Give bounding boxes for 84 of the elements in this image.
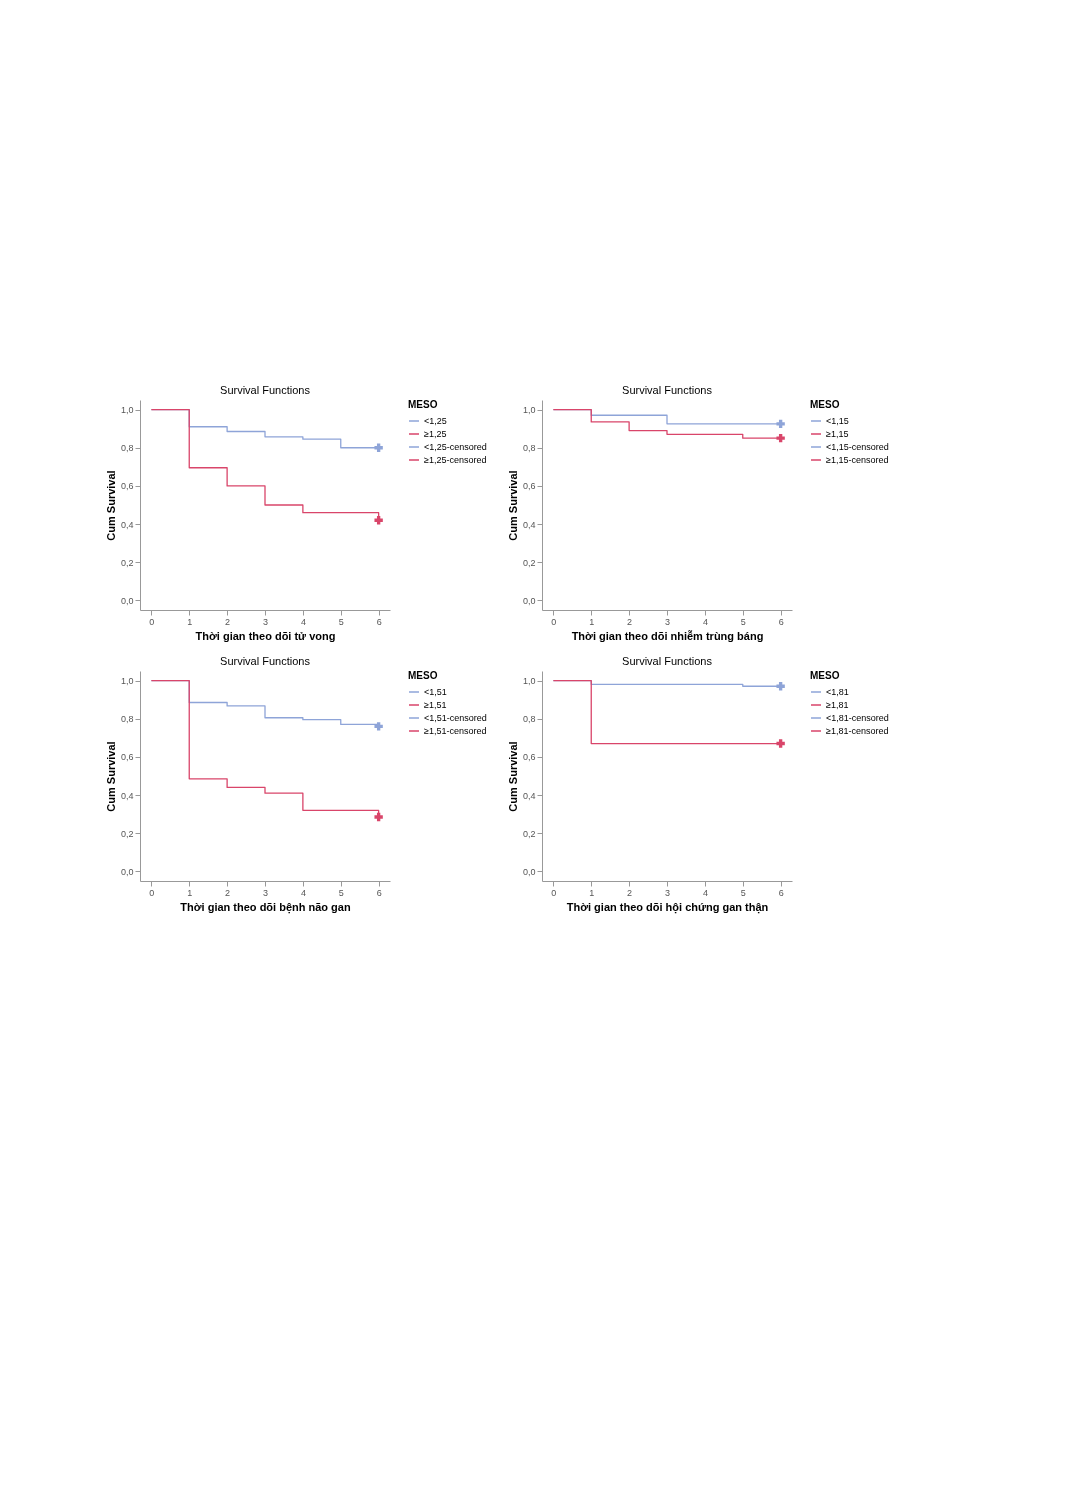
legend-label: <1,25-censored	[424, 442, 487, 452]
x-axis-title: Thời gian theo dõi tử vong	[195, 629, 336, 642]
x-tick-label: 4	[300, 887, 306, 898]
y-tick-label: 0,0	[522, 866, 536, 877]
legend-label: <1,81	[826, 687, 849, 697]
y-tick-label: 0,2	[522, 557, 536, 568]
y-tick-label: 0,8	[120, 714, 134, 725]
x-tick-label: 3	[262, 887, 269, 898]
y-tick-label: 0,8	[120, 443, 134, 454]
x-tick-label: 1	[589, 887, 595, 898]
legend-label: ≥1,25	[424, 429, 447, 439]
x-tick-label: 1	[187, 616, 193, 627]
legend-title: MESO	[810, 399, 840, 410]
x-tick-label: 0	[149, 616, 155, 627]
x-axis-title: Thời gian theo dõi bệnh não gan	[180, 900, 351, 914]
x-tick-label: 1	[589, 616, 595, 627]
legend-label: ≥1,15	[826, 429, 849, 439]
y-tick-label: 0,6	[120, 752, 134, 763]
x-tick-label: 6	[778, 616, 784, 627]
legend-label: <1,51	[424, 687, 447, 697]
y-tick-label: 0,8	[522, 443, 536, 454]
legend-label: <1,15	[826, 416, 849, 426]
legend-title: MESO	[810, 670, 840, 681]
x-tick-label: 4	[702, 616, 708, 627]
chart-title: Survival Functions	[622, 384, 713, 396]
y-tick-label: 0,0	[120, 866, 134, 877]
chart-title: Survival Functions	[622, 655, 713, 667]
x-tick-label: 4	[300, 616, 306, 627]
y-axis-title: Cum Survival	[506, 741, 519, 812]
legend-label: ≥1,15-censored	[826, 455, 889, 465]
y-tick-label: 1,0	[120, 405, 134, 416]
x-tick-label: 0	[551, 887, 557, 898]
legend-label: <1,25	[424, 416, 447, 426]
legend-label: <1,81-censored	[826, 713, 889, 723]
legend-label: ≥1,81-censored	[826, 726, 889, 736]
y-tick-label: 0,4	[522, 790, 536, 801]
y-tick-label: 0,4	[522, 519, 536, 530]
y-tick-label: 0,4	[120, 790, 134, 801]
y-tick-label: 0,4	[120, 519, 134, 530]
y-tick-label: 1,0	[522, 405, 536, 416]
x-tick-label: 2	[225, 887, 231, 898]
chart-title: Survival Functions	[220, 384, 311, 396]
y-axis-title: Cum Survival	[104, 741, 117, 812]
y-axis-title: Cum Survival	[104, 470, 117, 541]
legend-label: <1,15-censored	[826, 442, 889, 452]
x-tick-label: 1	[187, 887, 193, 898]
y-tick-label: 0,6	[522, 752, 536, 763]
y-tick-label: 0,2	[120, 828, 134, 839]
x-tick-label: 4	[702, 887, 708, 898]
legend-label: ≥1,51	[424, 700, 447, 710]
legend-label: ≥1,81	[826, 700, 849, 710]
y-tick-label: 0,0	[522, 595, 536, 606]
x-tick-label: 5	[338, 887, 344, 898]
x-tick-label: 6	[376, 887, 382, 898]
y-tick-label: 0,2	[120, 557, 134, 568]
legend-title: MESO	[408, 670, 438, 681]
y-tick-label: 0,6	[522, 481, 536, 492]
legend-title: MESO	[408, 399, 438, 410]
y-axis-title: Cum Survival	[506, 470, 519, 541]
y-tick-label: 0,6	[120, 481, 134, 492]
x-tick-label: 5	[740, 887, 746, 898]
chart-title: Survival Functions	[220, 655, 311, 667]
y-tick-label: 0,2	[522, 828, 536, 839]
x-tick-label: 0	[149, 887, 155, 898]
x-tick-label: 5	[740, 616, 746, 627]
y-tick-label: 0,0	[120, 595, 134, 606]
x-tick-label: 2	[627, 616, 633, 627]
x-tick-label: 6	[376, 616, 382, 627]
x-tick-label: 3	[664, 887, 671, 898]
x-tick-label: 2	[627, 887, 633, 898]
x-tick-label: 6	[778, 887, 784, 898]
legend-label: <1,51-censored	[424, 713, 487, 723]
x-tick-label: 3	[664, 616, 671, 627]
legend-label: ≥1,51-censored	[424, 726, 487, 736]
y-tick-label: 1,0	[120, 676, 134, 687]
legend-label: ≥1,25-censored	[424, 455, 487, 465]
x-tick-label: 2	[225, 616, 231, 627]
x-tick-label: 0	[551, 616, 557, 627]
x-tick-label: 5	[338, 616, 344, 627]
x-axis-title: Thời gian theo dõi nhiễm trùng báng	[571, 629, 764, 642]
x-tick-label: 3	[262, 616, 269, 627]
y-tick-label: 1,0	[522, 676, 536, 687]
x-axis-title: Thời gian theo dõi hội chứng gan thận	[566, 900, 769, 914]
y-tick-label: 0,8	[522, 714, 536, 725]
